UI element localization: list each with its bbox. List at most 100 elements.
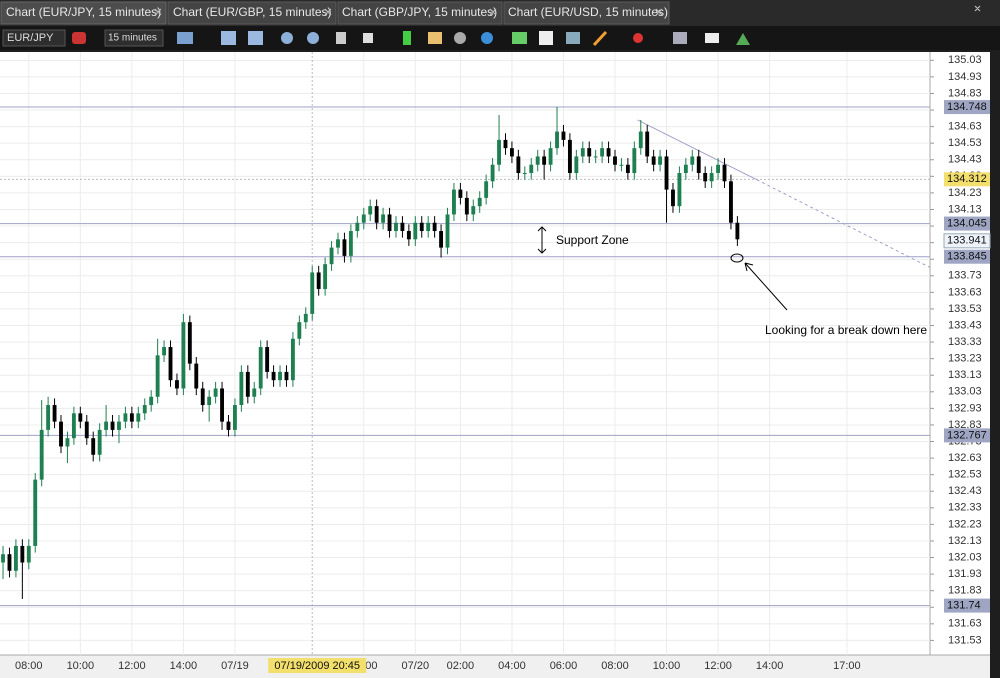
tab-close-icons[interactable] bbox=[154, 5, 981, 16]
icon[interactable] bbox=[281, 32, 293, 44]
candle-body bbox=[194, 363, 199, 389]
chart-area bbox=[0, 52, 990, 655]
icon[interactable] bbox=[512, 32, 527, 44]
level-label-bg bbox=[944, 598, 990, 613]
annotation-text: Support Zone bbox=[556, 233, 629, 247]
icon[interactable] bbox=[633, 33, 643, 43]
icon[interactable] bbox=[336, 32, 346, 44]
icon[interactable] bbox=[72, 32, 86, 44]
candle-body bbox=[567, 139, 572, 174]
candle-body bbox=[175, 380, 179, 389]
candle-body bbox=[419, 222, 424, 232]
icon[interactable] bbox=[428, 32, 442, 44]
candle-body bbox=[46, 405, 51, 430]
candle-body bbox=[290, 338, 295, 381]
candle-body bbox=[716, 164, 720, 174]
symbol-select[interactable] bbox=[2, 29, 66, 47]
trendline bbox=[637, 119, 757, 181]
tab[interactable] bbox=[0, 1, 167, 25]
y-tick-label: 132.43 bbox=[948, 485, 982, 497]
tab[interactable] bbox=[167, 1, 337, 25]
candle-body bbox=[587, 148, 592, 157]
y-tick-label: 133.63 bbox=[948, 286, 982, 298]
candle-body bbox=[239, 371, 244, 406]
x-tick-label: 08:00 bbox=[601, 660, 629, 672]
icon[interactable] bbox=[539, 31, 553, 45]
candle-body bbox=[271, 371, 276, 381]
candle-body bbox=[561, 131, 566, 140]
candle-body bbox=[619, 164, 624, 166]
icon[interactable] bbox=[673, 32, 687, 44]
candle-body bbox=[117, 421, 121, 430]
x-tick-label: 10:00 bbox=[653, 660, 681, 672]
level-label-bg bbox=[944, 216, 990, 231]
x-tick-label: 12:00 bbox=[704, 660, 732, 672]
interval-select[interactable] bbox=[104, 29, 164, 47]
candle-body bbox=[52, 405, 57, 422]
icon[interactable] bbox=[481, 32, 493, 44]
candle-body bbox=[452, 189, 456, 215]
candle-body bbox=[265, 347, 270, 372]
y-tick-label: 132.03 bbox=[948, 551, 982, 563]
icon[interactable] bbox=[592, 30, 608, 47]
candle-body bbox=[664, 156, 669, 190]
symbol-label[interactable]: EUR/JPY bbox=[7, 32, 54, 44]
candle-body bbox=[683, 164, 688, 174]
y-tick-label: 132.93 bbox=[948, 402, 982, 414]
icon[interactable] bbox=[363, 33, 373, 43]
icon[interactable] bbox=[177, 32, 193, 44]
candle-body bbox=[593, 156, 598, 158]
candle-body bbox=[600, 148, 605, 157]
candle-body bbox=[542, 156, 547, 165]
icon[interactable] bbox=[566, 32, 580, 44]
x-tick-label: 04:00 bbox=[498, 660, 526, 672]
candle-body bbox=[245, 371, 250, 397]
icon[interactable] bbox=[307, 32, 319, 44]
double-arrow bbox=[537, 226, 547, 254]
candle-body bbox=[671, 189, 675, 207]
candle-body bbox=[252, 388, 257, 397]
x-tick-label: 08:00 bbox=[15, 660, 43, 672]
candle-body bbox=[297, 322, 302, 339]
interval-label[interactable]: 15 minutes bbox=[108, 33, 157, 44]
icon[interactable] bbox=[736, 33, 750, 45]
candle-body bbox=[471, 206, 476, 215]
candle-body bbox=[181, 322, 186, 389]
icon[interactable] bbox=[454, 32, 466, 44]
icon[interactable] bbox=[705, 33, 719, 43]
y-tick-label: 134.93 bbox=[948, 71, 982, 83]
y-tick-label: 131.63 bbox=[948, 618, 982, 630]
x-tick-label: 07/19 bbox=[221, 660, 249, 672]
candle-body bbox=[78, 413, 83, 422]
y-tick-label: 134.83 bbox=[948, 87, 982, 99]
tab-label[interactable]: Chart (EUR/GBP, 15 minutes) bbox=[173, 5, 332, 19]
toolbar-icons[interactable] bbox=[72, 30, 750, 47]
candle-body bbox=[497, 139, 501, 165]
candle-body bbox=[110, 421, 115, 430]
icon[interactable] bbox=[403, 31, 411, 45]
y-tick-label: 133.03 bbox=[948, 386, 982, 398]
candle-body bbox=[368, 206, 373, 215]
level-label: 133.845 bbox=[947, 251, 987, 263]
candle-body bbox=[535, 156, 540, 165]
y-tick-label: 133.43 bbox=[948, 319, 982, 331]
icon[interactable] bbox=[221, 31, 236, 45]
annotation-circle bbox=[730, 253, 744, 263]
x-tick-label: 10:00 bbox=[67, 660, 95, 672]
y-tick-label: 132.83 bbox=[948, 419, 982, 431]
tab[interactable] bbox=[337, 1, 503, 25]
tab[interactable] bbox=[503, 1, 670, 25]
tab-label[interactable]: Chart (GBP/JPY, 15 minutes) bbox=[342, 5, 497, 19]
candle-body bbox=[574, 156, 579, 174]
tab-label[interactable]: Chart (EUR/JPY, 15 minutes) bbox=[6, 5, 161, 19]
candle-body bbox=[580, 148, 585, 157]
tab-label[interactable]: Chart (EUR/USD, 15 minutes) bbox=[508, 5, 668, 19]
y-tick-label: 132.53 bbox=[948, 469, 982, 481]
candle-body bbox=[355, 222, 360, 232]
y-tick-label: 133.23 bbox=[948, 353, 982, 365]
icon[interactable] bbox=[248, 31, 263, 45]
annotation-text: Looking for a break down here bbox=[765, 323, 927, 337]
candle-body bbox=[278, 371, 282, 381]
candle-body bbox=[722, 164, 727, 182]
candle-body bbox=[303, 313, 308, 323]
